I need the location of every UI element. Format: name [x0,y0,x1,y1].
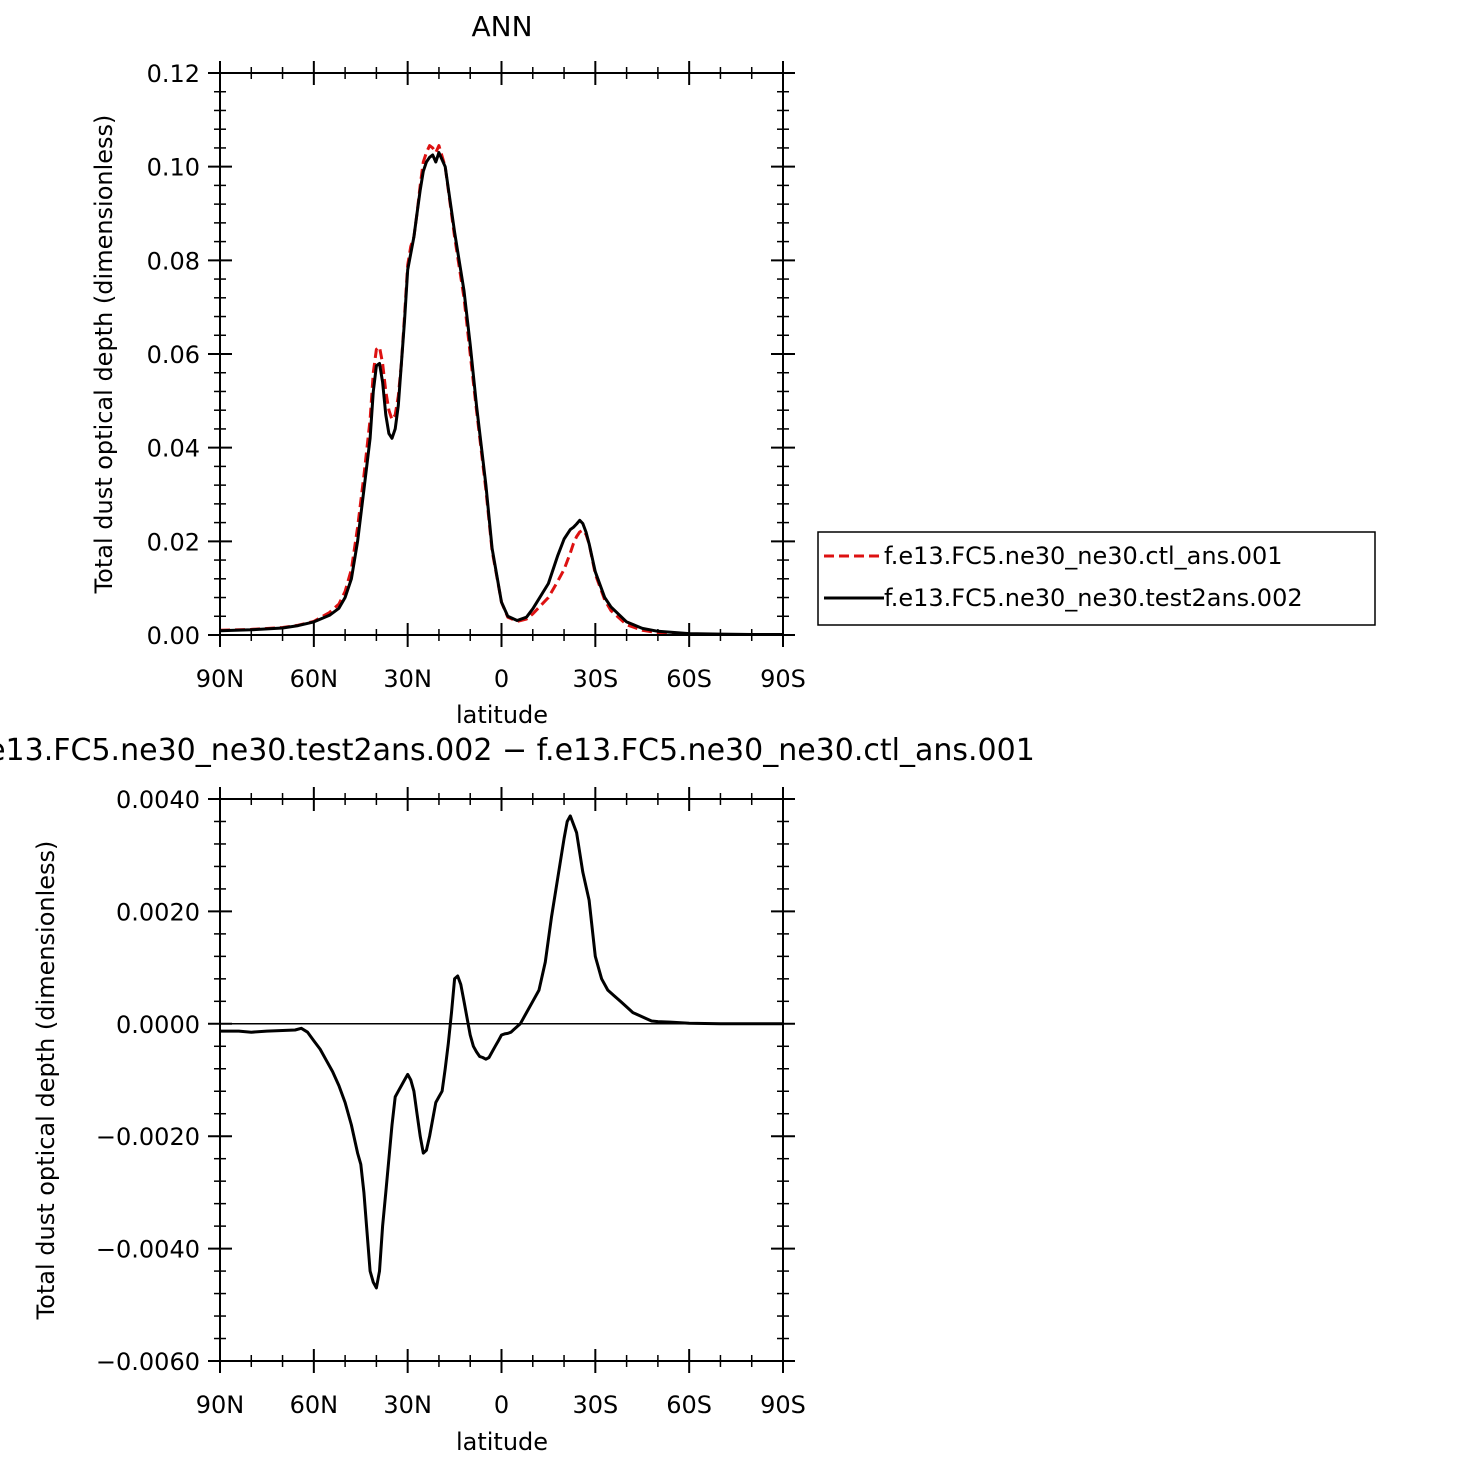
top-xtick-label: 30S [572,665,618,693]
top-xtick-label: 30N [383,665,432,693]
bottom-ytick-label: 0.0040 [116,786,200,814]
bottom-series-line-0 [220,814,783,1290]
top-ytick-label: 0.08 [147,247,200,275]
top-series-line-0 [219,144,783,636]
bottom-ytick-label: −0.0020 [96,1123,200,1151]
top-chart-title: ANN [471,10,532,43]
top-panel: ANN Total dust optical depth (dimensionl… [90,10,806,729]
top-ytick-label: 0.06 [147,341,200,369]
top-ytick-label: 0.04 [147,435,200,463]
top-x-tick-labels: 90N 60N 30N 0 30S 60S 90S [196,665,806,693]
bottom-plot-frame [219,798,784,1362]
bottom-xtick-label: 90S [760,1391,806,1419]
bottom-ytick-label: −0.0040 [96,1236,200,1264]
top-series-group [219,144,783,636]
top-xtick-label: 0 [494,665,509,693]
bottom-chart-title: f.e13.FC5.ne30_ne30.test2ans.002 − f.e13… [0,733,1035,768]
bottom-ytick-label: 0.0000 [116,1011,200,1039]
legend-label-test: f.e13.FC5.ne30_ne30.test2ans.002 [884,584,1303,612]
top-y-tick-labels: 0.00 0.02 0.04 0.06 0.08 0.10 0.12 [147,60,200,650]
bottom-x-tick-labels: 90N 60N 30N 0 30S 60S 90S [196,1391,806,1419]
bottom-ytick-label: −0.0060 [96,1348,200,1376]
bottom-series-group [220,814,783,1290]
top-xtick-label: 90S [760,665,806,693]
top-ytick-label: 0.10 [147,154,200,182]
bottom-xtick-label: 0 [494,1391,509,1419]
top-ytick-label: 0.12 [147,60,200,88]
top-plot-frame [219,72,784,636]
top-ytick-label: 0.02 [147,528,200,556]
bottom-ytick-label: 0.0020 [116,898,200,926]
top-y-axis-label: Total dust optical depth (dimensionless) [90,115,118,595]
bottom-xtick-label: 30N [383,1391,432,1419]
top-xtick-label: 60N [290,665,339,693]
top-xtick-label: 60S [666,665,712,693]
legend-label-ctl: f.e13.FC5.ne30_ne30.ctl_ans.001 [884,542,1283,570]
bottom-xtick-label: 60S [666,1391,712,1419]
bottom-x-axis-label: latitude [456,1428,548,1456]
bottom-xtick-label: 60N [290,1391,339,1419]
bottom-y-axis-label: Total dust optical depth (dimensionless) [32,841,60,1321]
bottom-y-tick-labels: −0.0060 −0.0040 −0.0020 0.0000 0.0020 0.0040 [96,786,200,1376]
bottom-xtick-label: 30S [572,1391,618,1419]
top-axis-ticks [208,61,795,647]
top-series-line-1 [219,151,783,636]
bottom-panel: f.e13.FC5.ne30_ne30.test2ans.002 − f.e13… [0,733,1035,1456]
legend-box [817,531,1376,626]
legend: f.e13.FC5.ne30_ne30.ctl_ans.001 f.e13.FC… [817,531,1376,626]
top-xtick-label: 90N [196,665,245,693]
top-x-axis-label: latitude [456,701,548,729]
bottom-xtick-label: 90N [196,1391,245,1419]
top-ytick-label: 0.00 [147,622,200,650]
bottom-axis-ticks [208,787,795,1373]
